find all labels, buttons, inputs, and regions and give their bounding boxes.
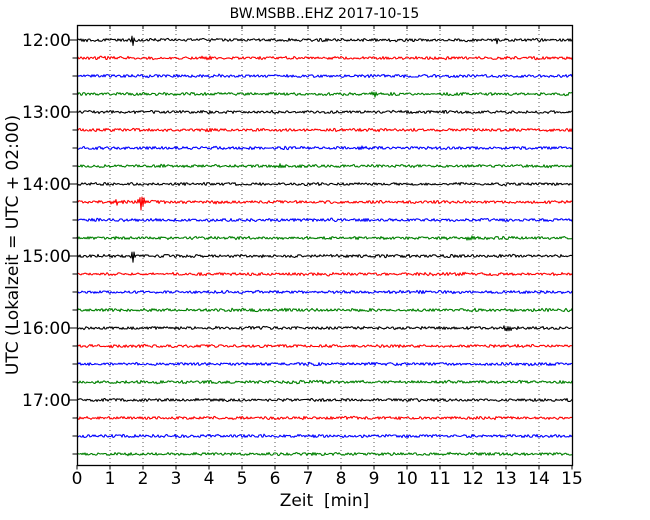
y-tick-label: 16:00 xyxy=(22,319,71,339)
trace-13:45 xyxy=(76,163,573,169)
x-tick-label: 4 xyxy=(204,469,215,489)
x-tick-label: 12 xyxy=(462,469,484,489)
chart-title: BW.MSBB..EHZ 2017-10-15 xyxy=(229,6,420,22)
trace-17:00 xyxy=(76,397,573,403)
x-tick-label: 14 xyxy=(528,469,550,489)
trace-17:45 xyxy=(76,451,572,457)
trace-13:30 xyxy=(76,145,573,151)
x-axis-label: Zeit [min] xyxy=(279,491,370,511)
x-tick-label: 0 xyxy=(72,469,83,489)
y-tick-label: 15:00 xyxy=(22,247,71,267)
x-tick-label: 15 xyxy=(561,469,583,489)
trace-14:45 xyxy=(76,235,573,241)
x-tick-label: 5 xyxy=(237,469,248,489)
y-axis-label: UTC (Lokalzeit = UTC + 02:00) xyxy=(3,114,23,376)
trace-13:00 xyxy=(76,109,573,115)
x-tick-label: 8 xyxy=(336,469,347,489)
trace-14:00 xyxy=(76,181,573,187)
trace-14:30 xyxy=(76,217,573,223)
trace-17:15 xyxy=(76,415,573,421)
trace-14:15 xyxy=(76,196,573,211)
x-tick-label: 6 xyxy=(270,469,281,489)
trace-16:45 xyxy=(76,379,573,385)
trace-12:00 xyxy=(76,35,573,46)
x-tick-label: 13 xyxy=(495,469,517,489)
x-tick-label: 11 xyxy=(429,469,451,489)
x-tick-label: 7 xyxy=(303,469,314,489)
x-tick-label: 9 xyxy=(369,469,380,489)
trace-16:15 xyxy=(76,343,573,349)
x-tick-label: 3 xyxy=(171,469,182,489)
trace-15:45 xyxy=(76,307,573,313)
trace-12:30 xyxy=(76,73,573,79)
y-tick-label: 13:00 xyxy=(22,103,71,123)
trace-15:00 xyxy=(76,251,573,263)
y-tick-label: 14:00 xyxy=(22,175,71,195)
trace-15:30 xyxy=(76,289,573,295)
x-tick-label: 1 xyxy=(105,469,116,489)
x-tick-label: 10 xyxy=(396,469,418,489)
trace-12:45 xyxy=(76,91,573,98)
trace-13:15 xyxy=(76,127,573,133)
axes-frame xyxy=(76,24,574,467)
y-tick-label: 17:00 xyxy=(22,391,71,411)
trace-12:15 xyxy=(76,55,573,61)
trace-17:30 xyxy=(76,433,573,439)
trace-15:15 xyxy=(76,271,573,277)
trace-16:00 xyxy=(76,325,573,332)
trace-16:30 xyxy=(76,361,573,367)
y-tick-label: 12:00 xyxy=(22,31,71,51)
x-tick-label: 2 xyxy=(138,469,149,489)
